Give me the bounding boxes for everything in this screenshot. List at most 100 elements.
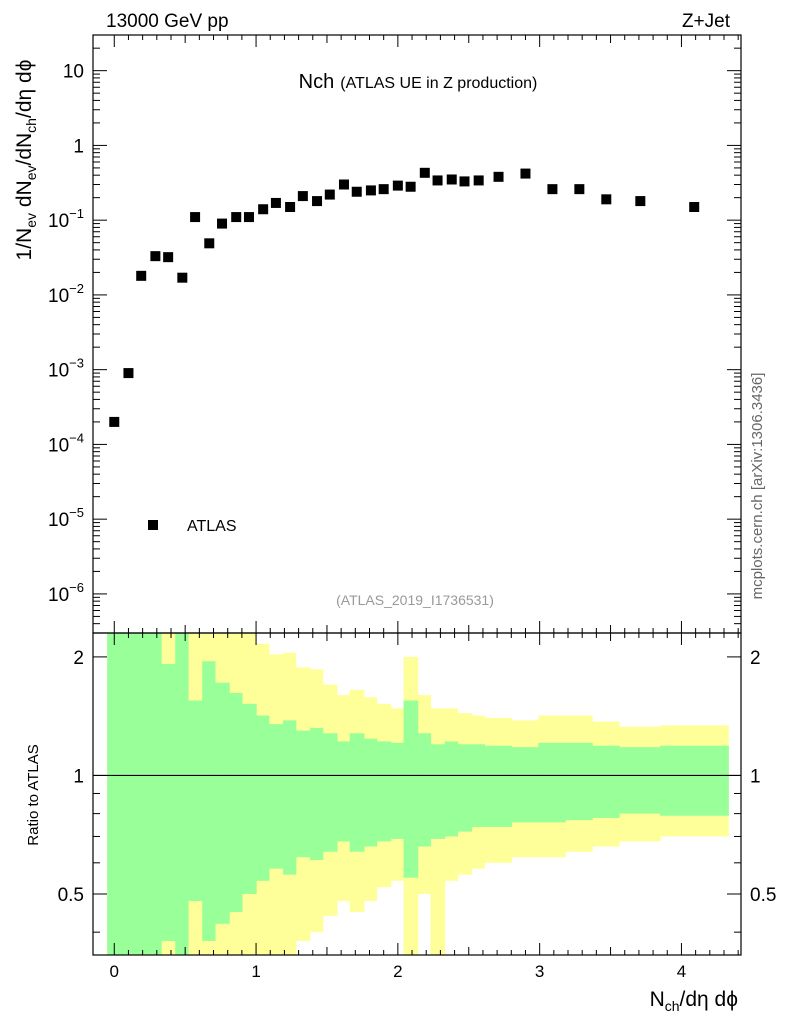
inner-band-bin-25 xyxy=(444,741,459,837)
x-tick-label-4: 4 xyxy=(677,962,686,981)
inner-band-bin-11 xyxy=(256,715,270,881)
data-point-19 xyxy=(365,185,376,196)
inner-band-bin-32 xyxy=(592,745,620,818)
main-frame xyxy=(92,34,742,634)
inner-band-bin-0 xyxy=(107,633,122,955)
inner-band-bin-30 xyxy=(538,742,566,823)
data-point-29 xyxy=(520,168,531,179)
analysis-id-label: (ATLAS_2019_I1736531) xyxy=(336,592,494,608)
inner-band-bin-12 xyxy=(268,724,284,869)
data-point-21 xyxy=(392,180,403,191)
inner-band-bin-23 xyxy=(417,733,432,847)
inner-band-bin-14 xyxy=(295,730,311,858)
inner-band-bin-26 xyxy=(457,744,473,832)
ratio-y-axis-label: Ratio to ATLAS xyxy=(25,744,42,845)
data-point-26 xyxy=(459,176,470,187)
data-point-7 xyxy=(204,238,215,249)
inner-band-bin-3 xyxy=(148,633,162,955)
y-tick-label: 10 xyxy=(63,62,84,83)
inner-band-bin-8 xyxy=(214,682,230,924)
y-tick-label: 10−3 xyxy=(48,356,84,382)
mcplots-side-label: mcplots.cern.ch [arXiv:1306.3436] xyxy=(749,373,766,600)
inner-band-bin-4 xyxy=(161,663,176,941)
y-tick-label: 1 xyxy=(73,136,84,157)
ratio-tick-label-left: 2 xyxy=(73,648,84,669)
data-point-0 xyxy=(109,416,120,427)
header-energy-label: 13000 GeV pp xyxy=(106,11,229,32)
data-point-1 xyxy=(123,368,134,379)
data-point-9 xyxy=(231,212,242,223)
inner-band-bin-6 xyxy=(188,700,203,901)
y-tick-label: 10−4 xyxy=(48,430,84,456)
data-point-12 xyxy=(270,197,281,208)
y-tick-label: 10−6 xyxy=(48,580,84,606)
inner-band-bin-22 xyxy=(403,700,419,878)
data-point-4 xyxy=(163,252,174,263)
data-point-3 xyxy=(150,251,161,262)
data-point-10 xyxy=(243,212,254,223)
inner-band-bin-2 xyxy=(134,633,149,955)
ratio-tick-label-right: 0.5 xyxy=(750,885,776,906)
inner-band-bin-7 xyxy=(202,661,216,941)
ratio-tick-label-right: 1 xyxy=(750,766,761,787)
data-point-11 xyxy=(258,204,269,215)
data-point-31 xyxy=(574,184,585,195)
inner-band-bin-24 xyxy=(430,744,446,839)
data-point-8 xyxy=(217,218,228,229)
main-y-axis-label: 1/Nev dNev/dNch/dη dϕ xyxy=(13,60,39,261)
title-main: Nch xyxy=(299,71,335,93)
legend-atlas-label: ATLAS xyxy=(187,518,237,535)
data-point-27 xyxy=(473,175,484,186)
inner-band-bin-34 xyxy=(660,745,729,816)
data-point-30 xyxy=(547,184,558,195)
inner-band-bin-17 xyxy=(336,741,351,842)
data-point-32 xyxy=(601,194,612,205)
data-point-23 xyxy=(419,167,430,178)
data-point-25 xyxy=(446,174,457,185)
ratio-tick-label-left: 0.5 xyxy=(58,885,84,906)
data-point-22 xyxy=(405,181,416,192)
data-point-5 xyxy=(177,272,188,283)
legend-atlas-marker xyxy=(148,520,158,530)
inner-band-bin-18 xyxy=(349,733,365,852)
x-tick-label-1: 1 xyxy=(251,962,260,981)
data-point-14 xyxy=(297,191,308,202)
data-point-17 xyxy=(338,179,349,190)
title-sub: (ATLAS UE in Z production) xyxy=(340,75,537,92)
data-point-34 xyxy=(689,202,700,213)
x-axis-label: Nch/dη dϕ xyxy=(650,988,738,1014)
inner-band-bin-20 xyxy=(376,741,392,842)
data-point-6 xyxy=(190,212,201,223)
data-point-33 xyxy=(635,196,646,207)
atlas-data-points xyxy=(109,167,700,427)
inner-band-bin-31 xyxy=(565,742,593,821)
data-point-15 xyxy=(312,196,323,207)
inner-band-bin-1 xyxy=(121,633,135,955)
ratio-frame xyxy=(92,632,742,956)
inner-band-bin-15 xyxy=(309,727,324,860)
inner-band-bin-9 xyxy=(229,692,243,913)
data-point-2 xyxy=(136,270,147,281)
inner-band-bin-19 xyxy=(363,738,378,847)
axes: 0 1 2 3 4 10 1 10−1 10−2 10−3 10−4 10−5 10−6 0.5 0.5 1 1… xyxy=(48,34,776,981)
inner-band-bin-5 xyxy=(175,633,189,955)
inner-band-bin-33 xyxy=(619,747,661,814)
inner-band-bin-13 xyxy=(283,720,297,875)
inner-band-bin-29 xyxy=(511,747,539,823)
y-tick-label: 10−1 xyxy=(48,206,84,232)
y-tick-label: 10−2 xyxy=(48,281,84,307)
x-tick-label-2: 2 xyxy=(393,962,402,981)
data-point-28 xyxy=(493,171,504,182)
inner-band-bin-27 xyxy=(471,744,485,827)
ratio-tick-label-right: 2 xyxy=(750,648,761,669)
data-point-18 xyxy=(351,186,362,197)
ratio-tick-label-left: 1 xyxy=(73,766,84,787)
header-process-label: Z+Jet xyxy=(682,11,731,32)
inner-band-bin-10 xyxy=(241,703,257,894)
x-tick-label-0: 0 xyxy=(110,962,119,981)
inner-band-bin-16 xyxy=(322,733,338,852)
data-point-20 xyxy=(378,184,389,195)
inner-band-bin-28 xyxy=(484,745,512,827)
plot-title: Nch (ATLAS UE in Z production) xyxy=(299,71,538,93)
